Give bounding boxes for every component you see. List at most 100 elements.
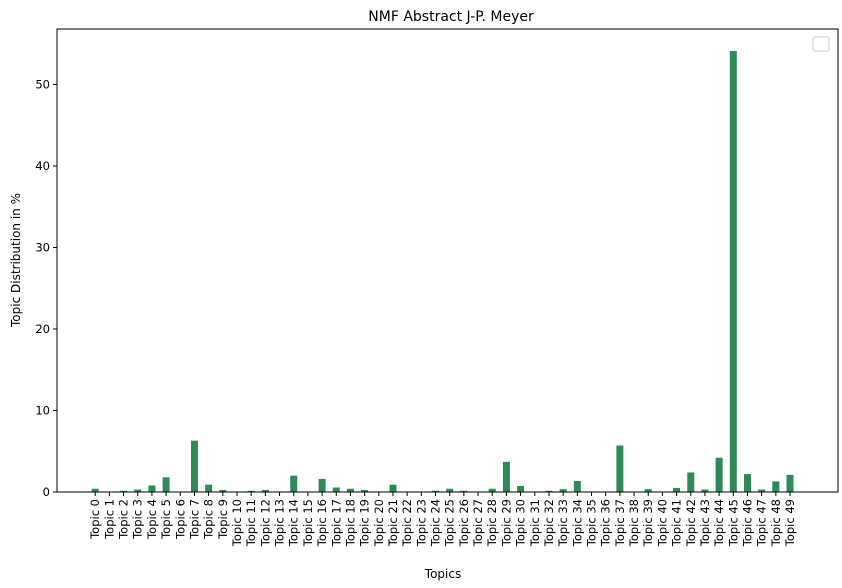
x-tick-label-23: Topic 23 — [414, 499, 428, 547]
x-tick-label-10: Topic 10 — [230, 499, 244, 547]
x-tick-label-28: Topic 28 — [485, 499, 499, 547]
x-tick-label-39: Topic 39 — [641, 499, 655, 547]
bar-44 — [715, 457, 723, 492]
bar-17 — [332, 487, 340, 492]
bar-21 — [389, 484, 397, 492]
x-tick-label-41: Topic 41 — [670, 499, 684, 547]
y-tick-label-0: 0 — [43, 485, 50, 499]
bar-45 — [729, 51, 737, 492]
bar-37 — [616, 445, 624, 492]
y-tick-label-3: 30 — [35, 240, 50, 254]
x-tick-label-6: Topic 6 — [173, 499, 187, 540]
y-tick-label-4: 40 — [35, 159, 50, 173]
chart-title: NMF Abstract J-P. Meyer — [368, 9, 534, 25]
bar-18 — [346, 488, 354, 492]
x-tick-label-2: Topic 2 — [117, 499, 131, 540]
y-axis-ticks: 0 10 20 30 40 50 — [35, 77, 57, 499]
x-tick-label-36: Topic 36 — [599, 499, 613, 547]
bar-5 — [162, 477, 170, 492]
y-tick-label-2: 20 — [35, 322, 50, 336]
x-tick-label-9: Topic 9 — [216, 499, 230, 540]
bar-11 — [247, 490, 255, 492]
bar-29 — [502, 461, 510, 492]
x-tick-label-0: Topic 0 — [88, 499, 102, 540]
x-axis-label: Topics — [424, 567, 461, 581]
x-tick-label-4: Topic 4 — [145, 499, 159, 540]
bar-19 — [361, 489, 369, 492]
bar-0 — [91, 488, 99, 492]
bar-41 — [673, 487, 681, 492]
bar-34 — [573, 481, 581, 492]
x-tick-label-40: Topic 40 — [655, 499, 669, 547]
x-tick-label-19: Topic 19 — [358, 499, 372, 547]
bar-2 — [120, 490, 128, 492]
bar-43 — [701, 489, 709, 492]
bar-9 — [219, 489, 227, 492]
bar-series — [91, 51, 794, 492]
bar-42 — [687, 472, 695, 492]
x-tick-label-26: Topic 26 — [457, 499, 471, 547]
x-tick-label-44: Topic 44 — [712, 499, 726, 547]
x-tick-label-34: Topic 34 — [570, 499, 584, 547]
bar-25 — [446, 488, 454, 492]
x-tick-label-7: Topic 7 — [187, 499, 201, 540]
x-tick-label-38: Topic 38 — [627, 499, 641, 547]
x-tick-label-45: Topic 45 — [726, 499, 740, 547]
x-tick-label-13: Topic 13 — [273, 499, 287, 547]
x-tick-label-5: Topic 5 — [159, 499, 173, 540]
bar-14 — [290, 475, 298, 492]
x-tick-label-35: Topic 35 — [585, 499, 599, 547]
bar-32 — [545, 490, 553, 492]
bar-8 — [205, 484, 213, 492]
x-tick-label-20: Topic 20 — [372, 499, 386, 547]
x-tick-label-12: Topic 12 — [258, 499, 272, 547]
x-tick-label-15: Topic 15 — [301, 499, 315, 547]
x-tick-label-31: Topic 31 — [528, 499, 542, 547]
x-axis-ticks: Topic 0 Topic 1 Topic 2 Topic 3 Topic 4 Topic… — [88, 492, 797, 547]
x-tick-label-8: Topic 8 — [202, 499, 216, 540]
y-axis-label: Topic Distribution in % — [9, 193, 23, 328]
x-tick-label-24: Topic 24 — [429, 499, 443, 547]
x-tick-label-37: Topic 37 — [613, 499, 627, 547]
x-tick-label-30: Topic 30 — [514, 499, 528, 547]
x-tick-label-16: Topic 16 — [315, 499, 329, 547]
bar-7 — [190, 440, 198, 492]
x-tick-label-14: Topic 14 — [287, 499, 301, 547]
x-tick-label-48: Topic 48 — [769, 499, 783, 547]
x-tick-label-25: Topic 25 — [443, 499, 457, 547]
x-tick-label-49: Topic 49 — [783, 499, 797, 547]
bar-28 — [488, 488, 496, 492]
x-tick-label-47: Topic 47 — [755, 499, 769, 547]
bar-16 — [318, 478, 326, 492]
bar-47 — [758, 489, 766, 492]
bar-46 — [743, 474, 751, 492]
bar-33 — [559, 489, 567, 492]
y-tick-label-5: 50 — [35, 77, 50, 91]
y-tick-label-1: 10 — [35, 403, 50, 417]
bar-4 — [148, 485, 156, 492]
bar-3 — [134, 489, 142, 492]
x-tick-label-21: Topic 21 — [386, 499, 400, 547]
x-tick-label-17: Topic 17 — [329, 499, 343, 547]
x-tick-label-11: Topic 11 — [244, 499, 258, 547]
x-tick-label-1: Topic 1 — [102, 499, 116, 540]
bar-24 — [432, 490, 440, 492]
bar-48 — [772, 481, 780, 492]
x-tick-label-43: Topic 43 — [698, 499, 712, 547]
bar-12 — [261, 489, 269, 492]
bar-39 — [644, 489, 652, 492]
x-tick-label-33: Topic 33 — [556, 499, 570, 547]
bar-49 — [786, 474, 794, 492]
plot-frame — [56, 28, 839, 493]
legend-box — [812, 36, 830, 52]
bar-30 — [517, 485, 525, 492]
x-tick-label-42: Topic 42 — [684, 499, 698, 547]
x-tick-label-3: Topic 3 — [131, 499, 145, 540]
x-tick-label-32: Topic 32 — [542, 499, 556, 547]
x-tick-label-18: Topic 18 — [343, 499, 357, 547]
x-tick-label-22: Topic 22 — [400, 499, 414, 547]
x-tick-label-29: Topic 29 — [499, 499, 513, 547]
x-tick-label-27: Topic 27 — [471, 499, 485, 547]
bar-26 — [460, 490, 468, 492]
